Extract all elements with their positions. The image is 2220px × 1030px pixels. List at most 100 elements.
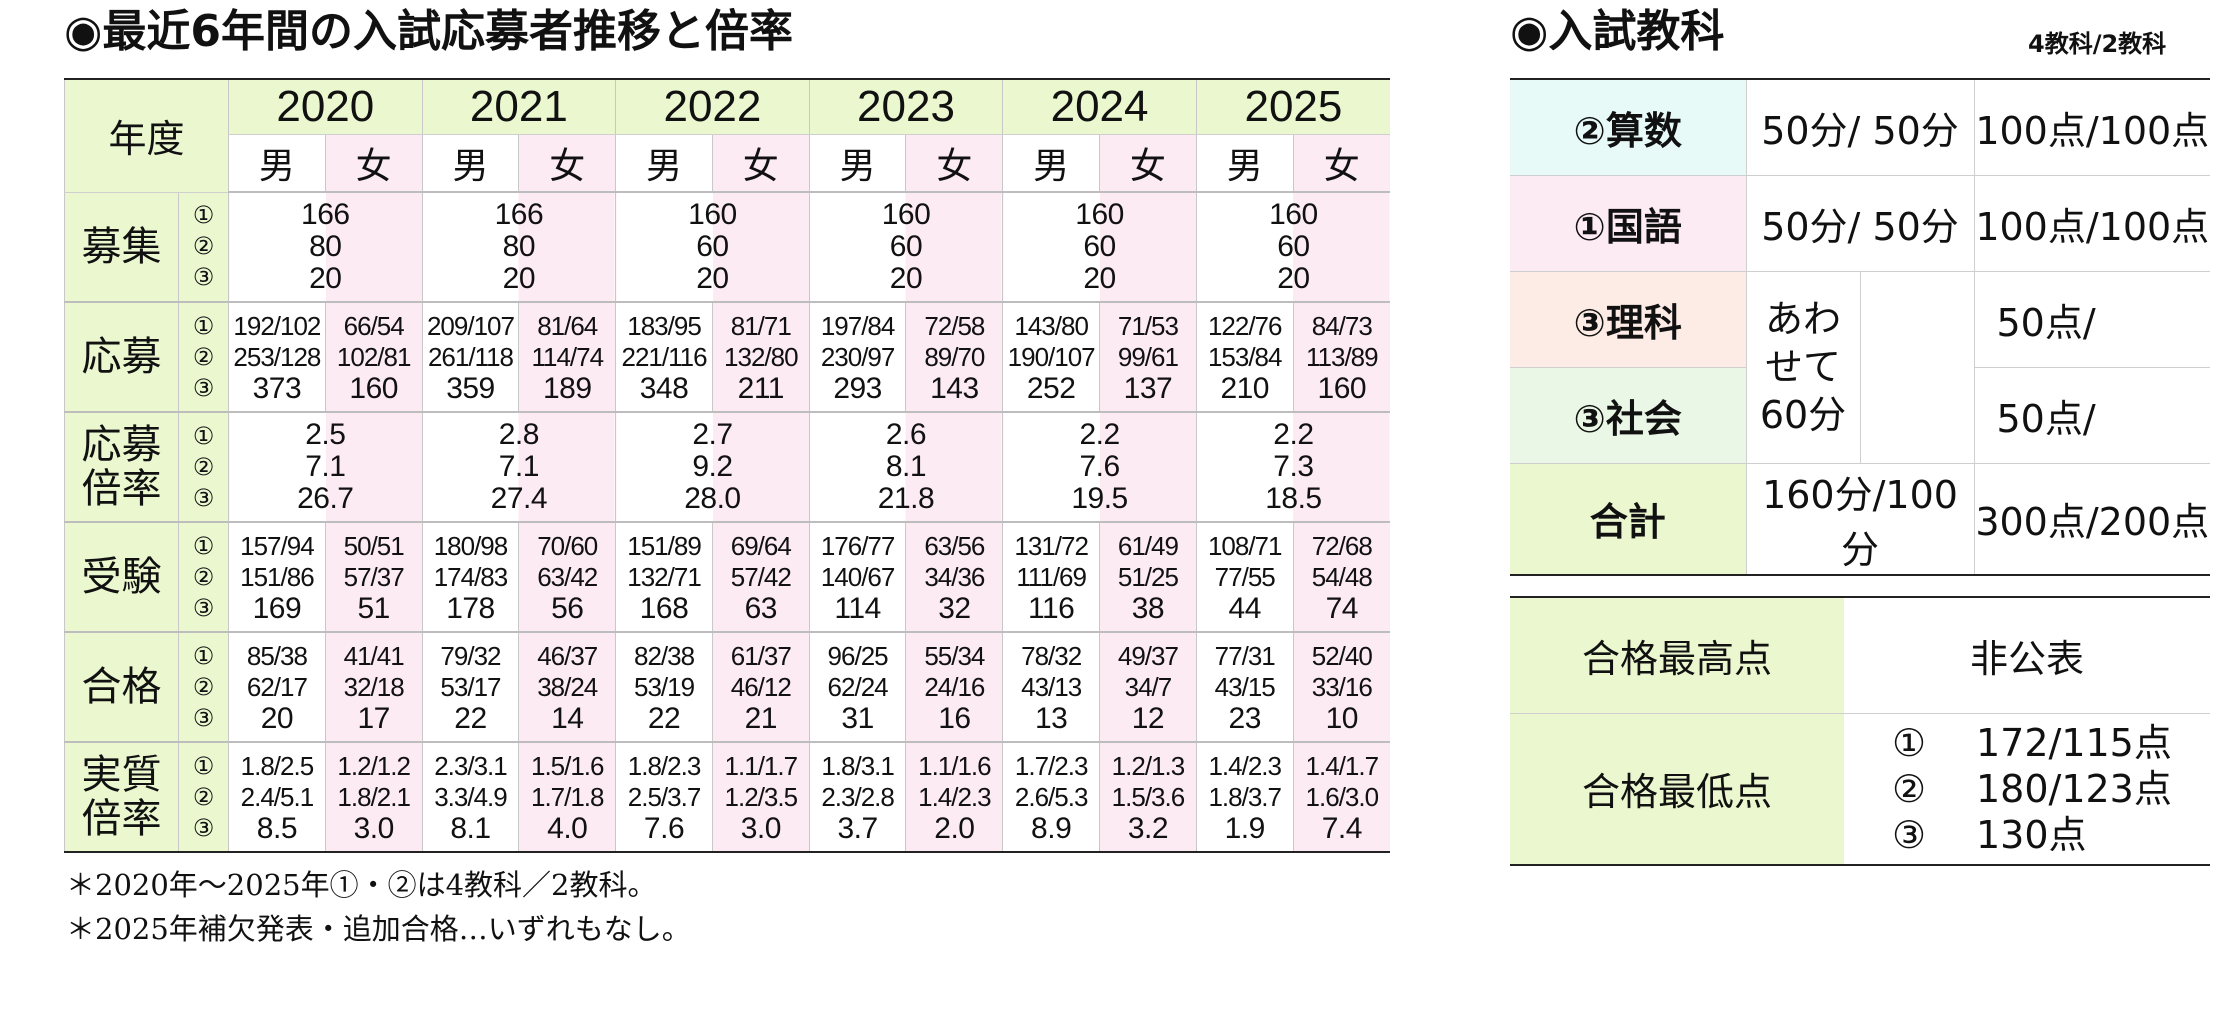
sex-header-row: 男女男女男女男女男女男女	[65, 134, 1390, 193]
row-label-line: 実質	[81, 752, 162, 798]
value: 293	[833, 371, 882, 405]
subject-japanese-points: 100点/100点	[1973, 175, 2210, 272]
value: 2.2	[1273, 418, 1314, 451]
value: 60	[696, 230, 729, 263]
value: 22	[454, 701, 487, 735]
subject-total-points: 300点/200点	[1973, 463, 2210, 576]
value: 20	[1083, 262, 1116, 295]
stats-row: 応募 倍率 ① ② ③ 2.5 7.1 26.7 2.8 7.1 27.4 2.7 9.2 28.0 2.6…	[64, 412, 1390, 523]
row-label: 応募	[64, 302, 179, 413]
value: 176/77	[820, 530, 896, 561]
value: 189	[542, 371, 592, 405]
row-label-line: 倍率	[81, 466, 162, 512]
value: 2.6/5.3	[1014, 781, 1089, 812]
value: 151/86	[240, 561, 315, 592]
value: 63/42	[537, 561, 598, 592]
value: 60	[889, 230, 923, 263]
min-score-value: 172/115点	[1976, 720, 2172, 765]
value: 169	[252, 591, 302, 625]
value: 52/40	[1311, 640, 1373, 671]
value: 3.3/4.9	[434, 781, 508, 812]
value: 1.8/2.1	[337, 781, 411, 812]
stats-row: 募集 ① ② ③ 166 80 20 166 80 20 160 60 20 160 60 20 160 60 20…	[64, 192, 1390, 303]
male-header: 男	[615, 134, 713, 193]
male-header: 男	[421, 134, 519, 193]
value: 20	[502, 262, 536, 295]
merged-cell: 2.5 7.1 26.7	[228, 412, 423, 523]
value: 22	[647, 701, 681, 735]
value: 122/76	[1207, 310, 1283, 341]
value: 80	[309, 230, 342, 263]
value: 114	[834, 591, 881, 625]
merged-cell: 160 60 20	[808, 192, 1003, 303]
row-number: ③	[192, 703, 215, 732]
value: 13	[1034, 701, 1068, 735]
female-cell: 1.2/1.2 1.8/2.1 3.0	[324, 742, 423, 853]
merged-cell: 2.8 7.1 27.4	[421, 412, 616, 523]
value: 359	[446, 371, 495, 405]
combined-time-line-2: せて	[1764, 345, 1841, 389]
value: 99/61	[1117, 341, 1179, 372]
max-score-row: 合格最高点 非公表	[1510, 596, 2210, 714]
merged-cell: 160 60 20	[1195, 192, 1390, 303]
value: 96/25	[827, 640, 889, 671]
value: 43/13	[1021, 671, 1082, 702]
subject-row-social: ③社会 50点/	[1510, 367, 2210, 464]
value: 20	[309, 262, 342, 295]
passing-score-table: 合格最高点 非公表 合格最低点 ① 172/115点 ② 180/123点 ③ 130…	[1510, 596, 2210, 866]
female-cell: 1.1/1.7 1.2/3.5 3.0	[711, 742, 810, 853]
min-score-values: ① 172/115点 ② 180/123点 ③ 130点	[1844, 713, 2210, 866]
value: 10	[1325, 701, 1359, 735]
value: 140/67	[820, 561, 896, 592]
min-score-key: ②	[1892, 766, 1927, 811]
female-cell: 70/60 63/42 56	[518, 522, 616, 633]
value: 57/42	[730, 561, 792, 592]
female-header: 女	[1099, 134, 1197, 193]
value: 21.8	[877, 482, 935, 515]
subjects-subtitle: 4教科/2教科	[2028, 30, 2167, 58]
female-cell: 81/71 132/80 211	[711, 302, 810, 413]
value: 3.2	[1127, 811, 1169, 845]
male-cell: 96/25 62/24 31	[808, 632, 906, 743]
value: 1.2/1.3	[1111, 750, 1186, 781]
value: 24/16	[924, 671, 985, 702]
male-cell: 1.4/2.3 1.8/3.7 1.9	[1195, 742, 1294, 853]
value: 373	[252, 371, 302, 405]
subject-math-name: ②算数	[1510, 78, 1746, 176]
row-number: ①	[192, 201, 215, 230]
male-header: 男	[808, 134, 906, 193]
value: 20	[889, 262, 923, 295]
note-2: ＊2025年補欠発表・追加合格…いずれもなし。	[66, 912, 691, 946]
row-label: 応募 倍率	[64, 412, 179, 523]
row-number: ②	[192, 452, 215, 481]
value: 160	[688, 198, 737, 231]
value: 1.4/2.3	[1208, 750, 1282, 781]
value: 166	[301, 198, 350, 231]
female-cell: 81/64 114/74 189	[518, 302, 616, 413]
subject-row-total: 合計 160分/100分 300点/200点	[1510, 463, 2210, 576]
male-cell: 151/89 132/71 168	[615, 522, 713, 633]
min-score-key: ③	[1892, 812, 1927, 857]
value: 20	[696, 262, 729, 295]
value: 178	[446, 591, 495, 625]
value: 7.1	[305, 450, 346, 483]
value: 61/49	[1117, 530, 1179, 561]
min-score-row: 合格最低点 ① 172/115点 ② 180/123点 ③ 130点	[1510, 713, 2210, 866]
male-cell: 157/94 151/86 169	[228, 522, 326, 633]
value: 160	[349, 371, 398, 405]
value: 81/64	[537, 310, 598, 341]
female-header: 女	[518, 134, 616, 193]
value: 49/37	[1117, 640, 1179, 671]
value: 7.4	[1321, 811, 1363, 845]
male-cell: 197/84 230/97 293	[808, 302, 906, 413]
merged-cell: 166 80 20	[421, 192, 616, 303]
value: 7.3	[1273, 450, 1314, 483]
value: 43/15	[1214, 671, 1276, 702]
value: 23	[1228, 701, 1262, 735]
female-cell: 66/54 102/81 160	[324, 302, 423, 413]
female-cell: 1.5/1.6 1.7/1.8 4.0	[518, 742, 616, 853]
subjects-title: ◉入試教科	[1510, 6, 1725, 57]
female-header: 女	[1292, 134, 1390, 193]
